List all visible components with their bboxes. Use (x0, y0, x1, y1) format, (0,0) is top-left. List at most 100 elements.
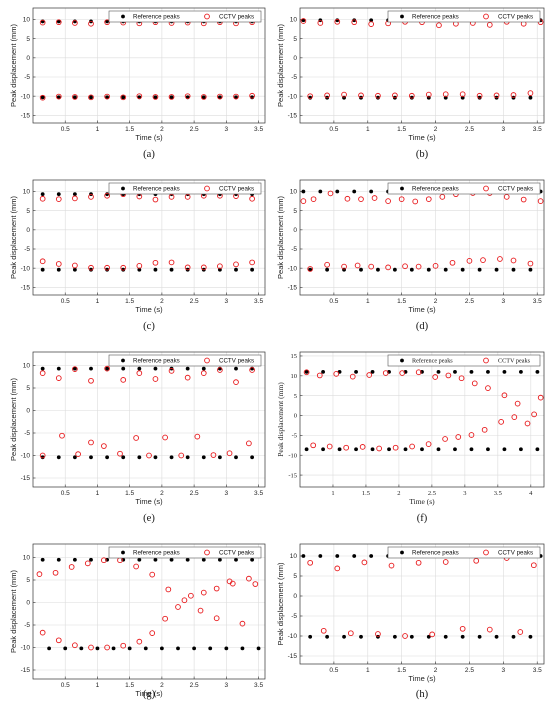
cctv-peak-point (59, 432, 65, 439)
cctv-peak-point (184, 194, 191, 200)
reference-peak-point (192, 646, 197, 651)
reference-peak-point (443, 634, 448, 639)
cctv-peak-point (104, 644, 110, 651)
y-tick-label: -15 (21, 285, 31, 292)
reference-peak-point (460, 267, 465, 272)
cctv-peak-point (249, 92, 255, 99)
legend-cctv-label: CCTV peaks (219, 14, 254, 21)
legend-reference-marker (400, 550, 404, 555)
x-tick-label: 2.5 (465, 126, 474, 133)
reference-peak-point (234, 557, 238, 562)
reference-peak-point (143, 646, 148, 651)
cctv-peak-point (75, 451, 81, 458)
reference-peak-point (354, 369, 358, 374)
cctv-peak-point (136, 263, 143, 269)
y-tick-label: 0 (26, 227, 30, 234)
legend-cctv-label: CCTV peaks (219, 186, 254, 193)
cctv-peak-point (310, 442, 317, 449)
axes-frame (32, 7, 266, 124)
reference-peak-point (250, 455, 255, 460)
reference-peak-point (409, 95, 414, 100)
y-tick-label: -15 (288, 113, 298, 120)
x-tick-label: 1 (96, 490, 100, 497)
reference-peak-point (409, 634, 414, 639)
y-axis-label: Peak displacement (mm) (276, 196, 285, 279)
reference-peak-point (250, 557, 255, 562)
cctv-peak-point (481, 426, 488, 433)
panel-caption: (a) (143, 149, 155, 160)
reference-peak-point (359, 267, 363, 272)
reference-peak-point (369, 189, 374, 194)
reference-peak-point (321, 369, 325, 374)
plot-area (300, 8, 544, 123)
y-tick-label: -10 (21, 93, 31, 100)
reference-peak-point (352, 189, 357, 194)
y-tick-label: 5 (26, 577, 30, 584)
x-tick-label: 1 (96, 682, 100, 689)
y-tick-label: 10 (290, 189, 298, 196)
reference-peak-point (137, 267, 142, 272)
cctv-peak-point (510, 257, 517, 264)
reference-peak-point (335, 554, 340, 558)
cctv-peak-point (152, 196, 159, 203)
reference-peak-point (95, 646, 100, 651)
cctv-peak-point (341, 91, 347, 98)
x-tick-label: 0.5 (329, 667, 338, 674)
reference-peak-point (153, 366, 158, 371)
x-tick-label: 0.5 (61, 682, 70, 689)
legend-box (387, 182, 541, 195)
reference-peak-point (502, 369, 507, 374)
x-tick-label: 2.5 (190, 126, 199, 133)
cctv-peak-point (84, 560, 91, 567)
cctv-peak-point (480, 257, 486, 263)
cctv-peak-point (117, 450, 123, 457)
legend-cctv-marker (204, 13, 210, 20)
panel-caption: (h) (416, 689, 429, 700)
reference-peak-point (477, 634, 482, 639)
cctv-peak-point (152, 259, 159, 266)
y-tick-label: -15 (288, 285, 298, 292)
cctv-peak-point (385, 198, 391, 204)
reference-peak-point (234, 455, 238, 460)
chart-panel-e: 0.5 1 1.5 2 2.5 3 3.5 -15 -10 -5 0 5 10 Time (s) Peak … (9, 351, 266, 524)
reference-peak-point (159, 646, 164, 651)
cctv-peak-point (168, 94, 175, 100)
cctv-peak-point (72, 20, 78, 26)
y-axis-label: Peak displacement (mm) (276, 562, 285, 645)
cctv-peak-point (120, 264, 127, 271)
cctv-peak-point (385, 264, 391, 271)
y-tick-label: -5 (24, 74, 30, 81)
x-tick-label: 1 (366, 667, 370, 674)
reference-peak-point (519, 447, 523, 452)
y-tick-label: 0 (294, 413, 297, 420)
x-tick-label: 1.5 (397, 126, 406, 133)
legend-reference-label: Reference peaks (133, 186, 180, 193)
reference-peak-point (40, 366, 45, 371)
y-tick-label: 10 (290, 553, 298, 560)
x-tick-label: 2.5 (465, 298, 474, 305)
y-tick-label: 10 (23, 189, 31, 196)
reference-peak-point (56, 267, 61, 272)
cctv-peak-point (436, 22, 442, 29)
series-reference-peaks (40, 557, 261, 651)
reference-peak-point (56, 455, 61, 460)
x-tick-label: 1 (96, 126, 100, 133)
cctv-peak-point (402, 633, 408, 639)
reference-peak-point (342, 634, 346, 639)
reference-peak-point (321, 447, 325, 452)
cctv-peak-point (326, 443, 333, 450)
x-tick-label: 3 (502, 126, 506, 133)
x-axis-label: Time (s) (408, 305, 436, 314)
cctv-peak-point (316, 372, 323, 379)
y-axis-label: Peak displacement (mm) (276, 382, 285, 457)
cctv-peak-point (517, 629, 524, 635)
cctv-peak-point (152, 376, 159, 382)
cctv-peak-point (493, 92, 500, 99)
y-tick-label: -10 (21, 645, 31, 652)
x-tick-label: 3.5 (533, 126, 542, 133)
reference-peak-point (201, 95, 206, 100)
chart-panel-a: 0.5 1 1.5 2 2.5 3 3.5 -15 -10 -5 0 5 10 Time (s) Peak … (9, 7, 266, 160)
reference-peak-point (169, 557, 174, 562)
legend-reference-marker (121, 550, 125, 555)
y-tick-label: 5 (26, 36, 30, 43)
